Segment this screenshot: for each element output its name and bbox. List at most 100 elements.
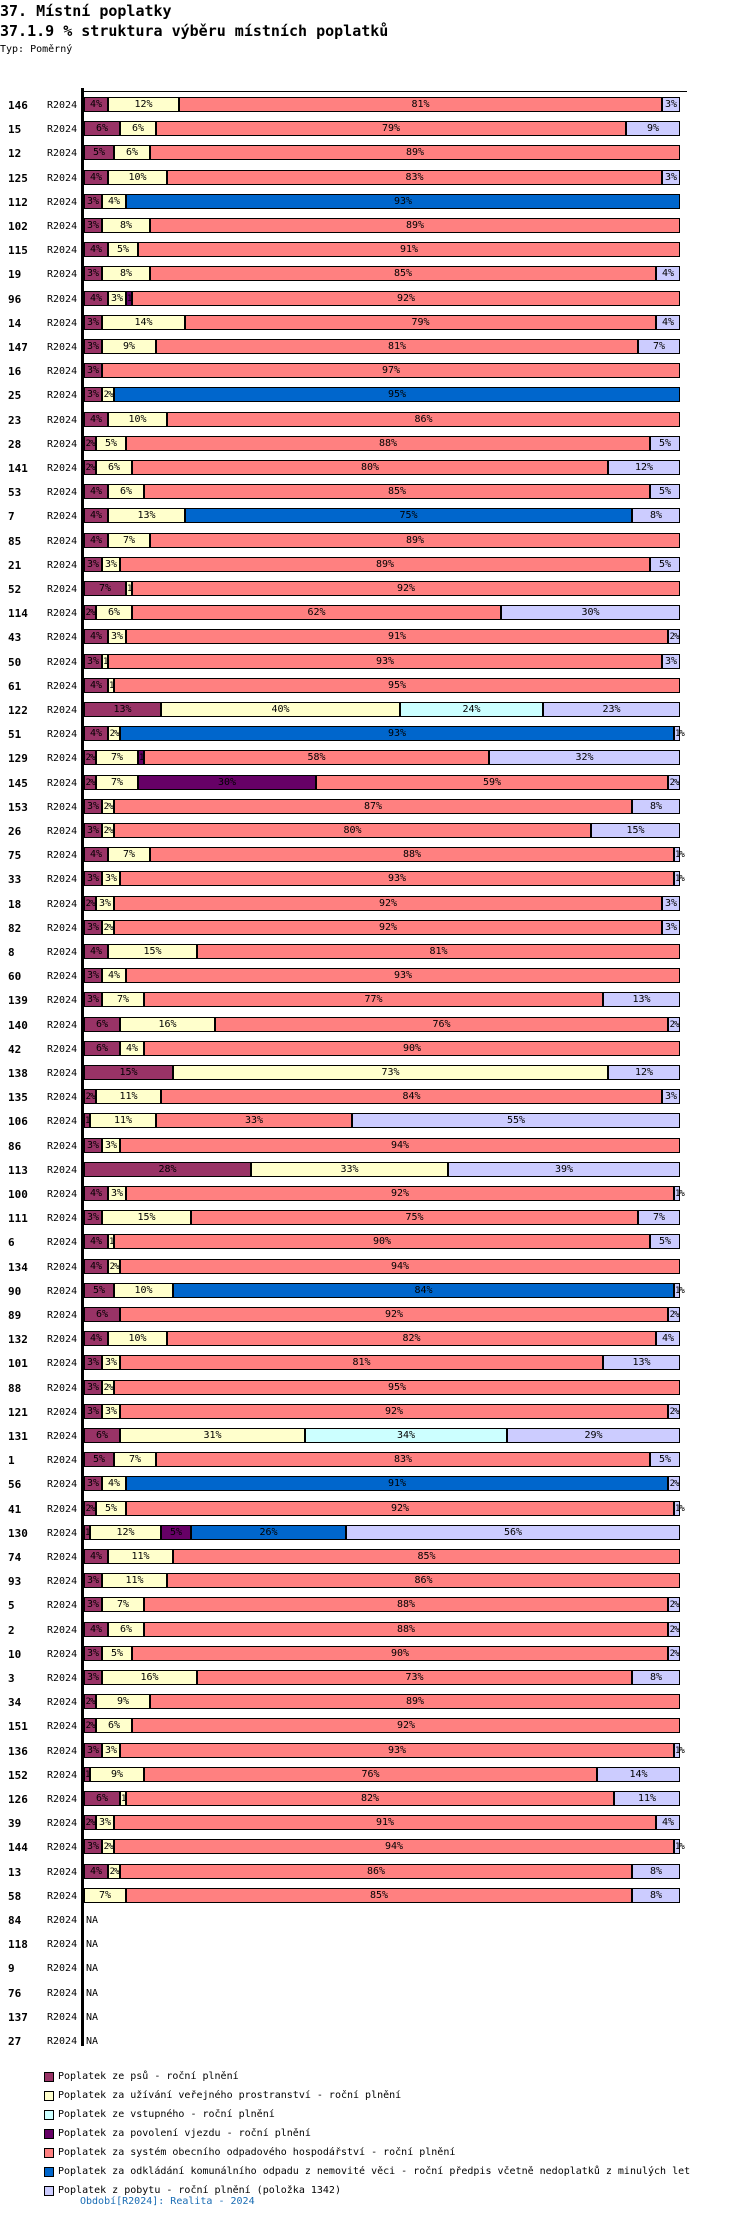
bar-segment-psu: 4% <box>84 677 108 693</box>
bar-segment-odpad_system: 92% <box>132 290 680 306</box>
bar-segment-pobyt: 5% <box>650 1234 680 1250</box>
row-period: R2024 <box>47 438 78 450</box>
bar-row: 3% 16% 73% 8% <box>84 1670 680 1685</box>
row-period: R2024 <box>47 632 78 644</box>
segment-value-label: 76% <box>432 1018 451 1030</box>
segment-value-label: 59% <box>482 776 502 788</box>
bar-segment-odpad_system: 33% <box>156 1113 352 1129</box>
legend-swatch <box>44 2185 54 2196</box>
segment-value-label: 5% <box>104 1502 118 1514</box>
row-label: 2 <box>8 1623 15 1637</box>
row-label: 106 <box>8 1115 28 1129</box>
bar-segment-pobyt: 4% <box>656 314 680 330</box>
row-period: R2024 <box>47 1842 78 1854</box>
row-label: 15 <box>8 123 22 137</box>
row-label: 131 <box>8 1430 28 1443</box>
segment-value-label: 3% <box>86 1575 100 1587</box>
bar-segment-pobyt: 1% <box>674 1742 685 1758</box>
row-period: R2024 <box>47 947 78 958</box>
bar-segment-odpad_system: 88% <box>144 1621 668 1637</box>
bar-segment-odpad_system: 76% <box>144 1766 597 1782</box>
row-period: R2024 <box>47 390 78 402</box>
row-label: 25 <box>8 389 22 403</box>
row-label: 14 <box>8 316 22 330</box>
segment-value-label: 4% <box>89 1865 103 1877</box>
segment-value-label: 4% <box>89 679 103 691</box>
row-label: 58 <box>8 1889 22 1903</box>
row-period: R2024 <box>47 777 78 789</box>
row-period: R2024 <box>47 753 78 765</box>
segment-value-label: 5% <box>169 1526 183 1538</box>
row-label: 121 <box>8 1405 28 1419</box>
bar-segment-pobyt: 1% <box>674 1186 685 1201</box>
segment-value-label: 6% <box>95 1018 109 1030</box>
bar-segment-psu: 3% <box>84 363 102 379</box>
bar-segment-odpad_system: 88% <box>126 435 650 451</box>
row-label: 16 <box>8 365 22 379</box>
bar-segment-pobyt: 12% <box>608 1065 680 1080</box>
segment-value-label: 1% <box>139 753 149 763</box>
row-period: R2024 <box>47 1310 78 1321</box>
bar-segment-odpad_system: 85% <box>150 266 656 282</box>
segment-value-label: 11% <box>119 1091 138 1103</box>
bar-segment-psu: 3% <box>84 992 102 1008</box>
bar-segment-verejne: 2% <box>102 798 114 814</box>
segment-value-label: 3% <box>104 1744 118 1756</box>
segment-value-label: 4% <box>89 486 103 498</box>
bar-segment-pobyt: 14% <box>597 1766 680 1782</box>
bar-segment-verejne: 1% <box>108 677 119 693</box>
bar-segment-verejne: 16% <box>102 1670 197 1685</box>
row-label: 74 <box>8 1551 22 1564</box>
segment-value-label: 94% <box>384 1841 404 1853</box>
bar-segment-pobyt: 4% <box>656 266 680 282</box>
segment-value-label: 4% <box>89 171 103 183</box>
bar-segment-verejne: 4% <box>120 1040 144 1056</box>
bar-segment-verejne: 1% <box>108 1234 119 1250</box>
row-period: R2024 <box>47 366 78 378</box>
segment-value-label: 9% <box>646 123 660 135</box>
segment-value-label: 1% <box>121 1794 131 1804</box>
bar-segment-odpad_system: 85% <box>126 1887 632 1903</box>
bar-segment-psu: 3% <box>84 1210 102 1226</box>
segment-value-label: 39% <box>554 1163 574 1175</box>
row-period: R2024 <box>47 1963 78 1975</box>
bar-row: 3% 2% 94% 1% <box>84 1839 685 1855</box>
segment-value-label: 7% <box>122 849 136 861</box>
segment-value-label: 12% <box>116 1526 135 1538</box>
bar-segment-verejne: 4% <box>102 193 126 209</box>
bar-segment-pobyt: 11% <box>614 1791 680 1806</box>
na-label: NA <box>86 1939 99 1951</box>
segment-value-label: 2% <box>85 608 96 619</box>
bar-segment-psu: 4% <box>84 169 108 185</box>
segment-value-label: 93% <box>387 728 407 740</box>
bar-row: 3% 8% 89% <box>84 218 680 233</box>
segment-value-label: 3% <box>86 1647 100 1659</box>
legend-item-verejne: Poplatek za užívání veřejného prostranst… <box>44 2086 690 2105</box>
row-label: 144 <box>8 1841 28 1855</box>
bar-segment-pobyt: 8% <box>632 798 680 814</box>
bar-segment-odpad_system: 90% <box>144 1040 680 1056</box>
bar-segment-verejne: 10% <box>108 169 167 185</box>
bar-segment-verejne: 15% <box>108 944 197 959</box>
bar-segment-odpad_system: 82% <box>167 1331 656 1347</box>
bar-segment-psu: 3% <box>84 1670 102 1685</box>
segment-value-label: 92% <box>384 1405 404 1417</box>
segment-value-label: 2% <box>85 753 96 764</box>
row-period: R2024 <box>47 293 78 305</box>
segment-value-label: 4% <box>89 99 103 110</box>
segment-value-label: 40% <box>271 704 290 715</box>
row-period: R2024 <box>47 995 78 1007</box>
bar-segment-odpad_system: 80% <box>132 460 608 475</box>
bar-row: 4% 6% 88% 2% <box>84 1621 680 1637</box>
segment-value-label: 97% <box>381 365 401 377</box>
segment-value-label: 91% <box>375 1817 395 1829</box>
segment-value-label: 5% <box>658 486 672 498</box>
bar-row: 3% 3% 93% 1% <box>84 1742 685 1758</box>
segment-value-label: 2% <box>85 1092 96 1103</box>
bar-row: 3% 7% 88% 2% <box>84 1597 680 1613</box>
row-label: 61 <box>8 679 22 693</box>
bar-segment-pobyt: 32% <box>489 750 680 766</box>
row-period: R2024 <box>47 874 78 886</box>
row-label: 93 <box>8 1575 22 1589</box>
row-period: R2024 <box>47 1673 78 1684</box>
